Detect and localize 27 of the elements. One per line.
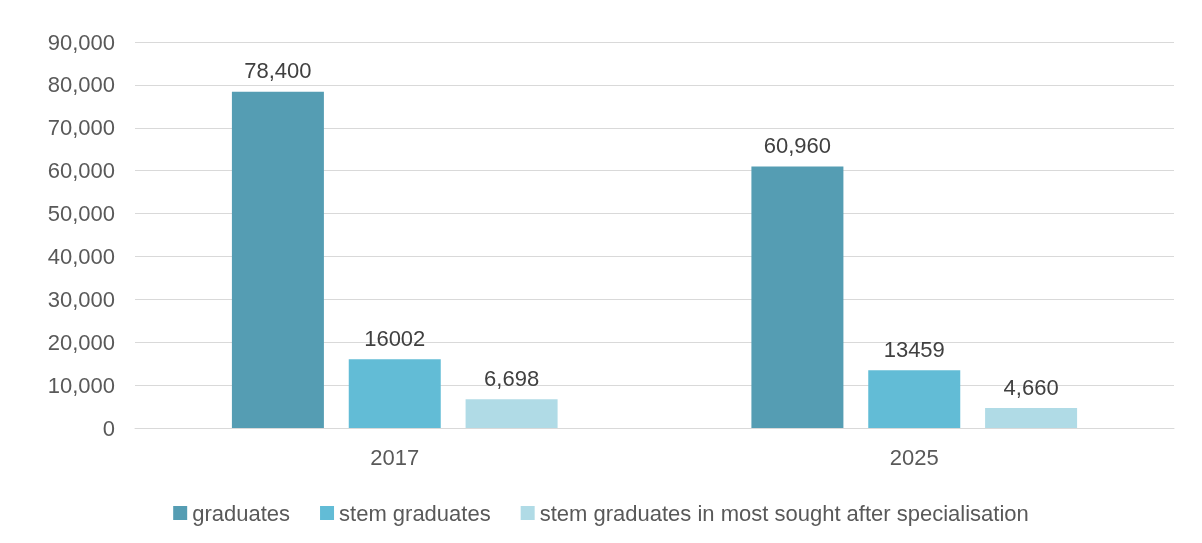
x-tick-label: 2025 xyxy=(889,444,939,470)
y-tick-label: 20,000 xyxy=(47,329,115,355)
bar xyxy=(465,399,558,428)
data-label: 16002 xyxy=(364,325,426,351)
data-label: 6,698 xyxy=(484,365,540,391)
data-label: 78,400 xyxy=(244,58,312,84)
legend-label: stem graduates xyxy=(339,500,491,526)
bar xyxy=(985,408,1078,428)
x-tick-label: 2017 xyxy=(370,444,420,470)
bar xyxy=(231,91,324,428)
bar xyxy=(868,370,961,428)
bar xyxy=(751,166,844,428)
y-tick-label: 60,000 xyxy=(47,158,115,184)
data-label: 4,660 xyxy=(1003,374,1059,400)
y-tick-label: 0 xyxy=(102,415,115,441)
y-tick-label: 90,000 xyxy=(47,29,115,55)
legend-label: stem graduates in most sought after specialisation xyxy=(539,500,1029,526)
y-tick-label: 80,000 xyxy=(47,72,115,98)
y-tick-label: 40,000 xyxy=(47,243,115,269)
data-label: 13459 xyxy=(883,336,945,362)
y-tick-label: 70,000 xyxy=(47,115,115,141)
bar xyxy=(348,359,441,428)
y-tick-label: 50,000 xyxy=(47,201,115,227)
data-label: 60,960 xyxy=(763,133,832,159)
y-tick-label: 10,000 xyxy=(47,372,115,398)
y-tick-label: 30,000 xyxy=(47,286,115,312)
legend-label: graduates xyxy=(192,500,291,526)
